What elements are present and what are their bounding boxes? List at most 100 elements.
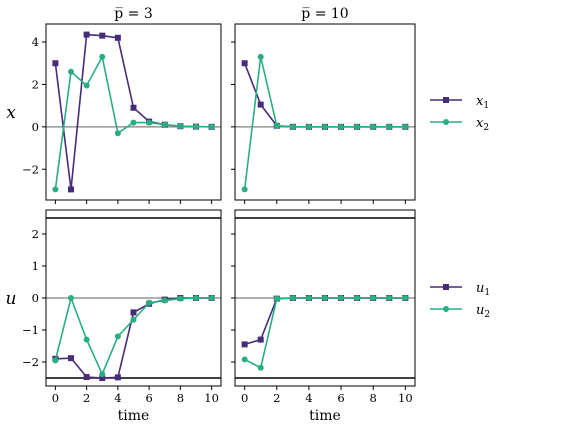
data-point-x2 — [68, 68, 74, 75]
data-point-u2 — [83, 336, 90, 343]
data-point-u1 — [130, 309, 137, 316]
data-point-x2 — [338, 123, 345, 130]
y-tick-label: 0 — [32, 291, 39, 305]
series-line-x1 — [54, 33, 212, 191]
data-point-x2 — [370, 123, 377, 130]
x-tick-label: 2 — [273, 391, 280, 405]
data-point-x1 — [130, 104, 137, 111]
data-point-x2 — [161, 121, 168, 128]
axes-frame — [45, 23, 222, 201]
data-point-u2 — [241, 356, 248, 363]
data-point-u1 — [257, 336, 264, 343]
x-axis-label: time — [309, 408, 341, 424]
data-point-u2 — [338, 295, 345, 301]
y-tick-label: 2 — [32, 77, 39, 91]
x-tick-label: 8 — [370, 391, 377, 405]
data-point-u2 — [114, 333, 121, 340]
data-point-x2 — [354, 123, 361, 130]
y-tick-label: 1 — [32, 259, 39, 273]
data-point-u2 — [208, 295, 215, 301]
data-point-u1 — [68, 355, 74, 362]
series-group — [52, 295, 215, 381]
data-point-x2 — [273, 122, 280, 129]
series-group — [241, 53, 409, 193]
panel-x-pbar3: −2 0 2 4 p̅ = 3 x — [6, 6, 222, 204]
data-point-u2 — [305, 295, 312, 301]
legend-label: x1 — [476, 94, 489, 111]
data-point-x2 — [402, 123, 409, 130]
series-group — [241, 295, 409, 371]
series-line-x2 — [243, 56, 406, 190]
data-point-x2 — [99, 53, 106, 60]
data-point-u2 — [257, 364, 264, 371]
x-tick-label: 8 — [177, 391, 184, 405]
x-tick-label: 6 — [337, 391, 344, 405]
x-tick-label: 6 — [145, 391, 152, 405]
data-point-u2 — [161, 297, 168, 304]
data-point-u2 — [193, 295, 199, 301]
series-line-x1 — [243, 62, 406, 128]
data-point-x2 — [114, 130, 121, 137]
y-tick-label: −2 — [22, 162, 39, 176]
data-point-x1 — [68, 186, 74, 193]
panel-x-pbar10: p̅ = 10 — [231, 6, 416, 204]
data-point-u2 — [370, 295, 377, 301]
data-point-u1 — [99, 375, 106, 381]
x-axis-label: time — [118, 408, 150, 424]
y-tick-label: 4 — [32, 35, 39, 49]
data-point-x2 — [305, 123, 312, 130]
data-point-u2 — [146, 299, 153, 306]
panel-u-pbar3: 0 2 4 6 8 10 −2 −1 0 1 2 u time — [6, 209, 222, 424]
data-point-x1 — [52, 60, 59, 67]
x-tick-label: 10 — [398, 391, 413, 405]
data-point-x2 — [257, 53, 264, 60]
x-tick-label: 0 — [241, 391, 248, 405]
data-point-x1 — [241, 60, 248, 67]
data-point-x1 — [257, 101, 264, 108]
data-point-u2 — [52, 357, 59, 364]
y-axis-label: u — [6, 289, 17, 309]
y-tick-label: −2 — [22, 355, 39, 369]
panel-title: p̅ = 10 — [301, 6, 348, 22]
data-point-u1 — [241, 341, 248, 348]
data-point-u2 — [386, 295, 393, 301]
data-point-x2 — [83, 82, 90, 89]
data-point-x2 — [322, 123, 328, 130]
y-tick-label: 0 — [32, 120, 39, 134]
data-point-u2 — [322, 295, 328, 301]
legend-marker-square — [443, 284, 449, 290]
x-tick-label: 2 — [83, 391, 90, 405]
legend-label: x2 — [476, 116, 489, 133]
series-group — [52, 31, 215, 193]
data-point-u2 — [177, 295, 184, 302]
x-tick-label: 4 — [114, 391, 121, 405]
data-point-x2 — [386, 123, 393, 130]
y-tick-label: −1 — [22, 323, 39, 337]
x-tick-label: 10 — [204, 391, 219, 405]
legend-marker-square — [443, 97, 449, 103]
data-point-u2 — [354, 295, 361, 301]
data-point-x2 — [130, 119, 137, 126]
data-point-u2 — [402, 295, 409, 301]
data-point-u2 — [68, 295, 74, 301]
axes-frame — [234, 23, 416, 201]
legend-label: u1 — [476, 281, 490, 298]
data-point-u2 — [289, 295, 296, 301]
data-point-x2 — [146, 119, 153, 126]
data-point-x2 — [52, 186, 59, 193]
data-point-x2 — [208, 123, 215, 130]
y-axis-label: x — [6, 103, 16, 123]
series-line-u1 — [244, 297, 406, 346]
series-line-u2 — [244, 297, 406, 369]
data-point-x2 — [241, 186, 248, 193]
data-point-x1 — [99, 32, 106, 39]
data-point-u1 — [83, 374, 90, 381]
legend-marker-circle — [443, 119, 449, 125]
x-tick-label: 4 — [305, 391, 312, 405]
data-point-x2 — [177, 123, 184, 130]
panel-u-pbar10: 0 2 4 6 8 10 time — [231, 209, 416, 424]
data-point-u2 — [130, 316, 137, 323]
data-point-x2 — [289, 123, 296, 130]
